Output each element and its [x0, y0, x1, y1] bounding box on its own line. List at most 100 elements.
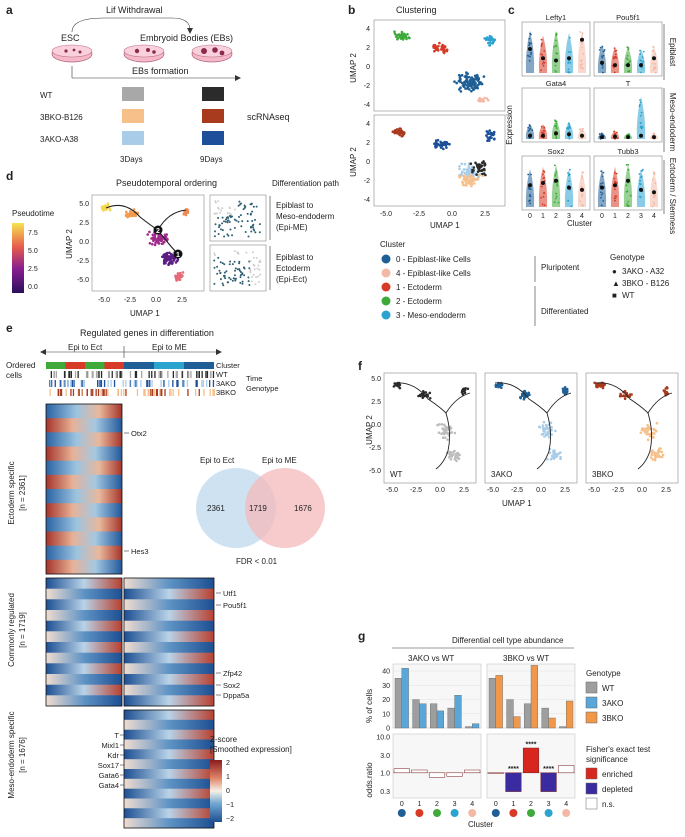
- genotype-umap-xtick: 2.5: [560, 487, 570, 494]
- violin-point: [555, 136, 558, 138]
- violin-point: [639, 101, 642, 104]
- pseudotime-point: [172, 259, 176, 262]
- pseudotime-point: [151, 242, 154, 246]
- genotype-umap-point: [428, 391, 432, 395]
- path-point: [227, 219, 230, 222]
- gene-label-right: Hes3: [131, 547, 149, 556]
- cluster-track-segment: [184, 362, 214, 369]
- path1-line3: (Epi-ME): [276, 223, 308, 232]
- violin-shape: [597, 44, 607, 73]
- umap-cluster-point: [406, 33, 409, 36]
- path-point: [217, 233, 220, 235]
- path-point: [233, 250, 236, 252]
- heatmap-row: [124, 710, 214, 721]
- path-point: [214, 254, 216, 257]
- path-point: [232, 277, 235, 280]
- genotype-umap-xtick: 0.0: [536, 487, 546, 494]
- genotype-umap-point: [563, 386, 567, 389]
- heatmap-row: [124, 769, 214, 780]
- violin-median: [613, 134, 617, 139]
- violin-point: [626, 46, 629, 49]
- odds-ratio-bar: [540, 772, 557, 792]
- path-point: [217, 207, 220, 210]
- genotype-umap-xtick: 2.5: [459, 487, 469, 494]
- facet-3ako-label: 3AKO vs WT: [408, 654, 454, 663]
- genotype-track-tick: [133, 380, 135, 387]
- umap-genotype-point: [458, 165, 461, 168]
- percent-ytick: 10: [382, 711, 390, 718]
- violin-point: [639, 179, 641, 182]
- violin-gene-title: Pou5f1: [616, 13, 640, 22]
- genotype-track-tick: [129, 380, 132, 387]
- violin-point: [653, 171, 655, 174]
- genotype-track-tick: [209, 380, 211, 387]
- cluster-legend-label: 4 - Epiblast-like Cells: [396, 269, 471, 278]
- genotype-umap-ylabel: UMAP 2: [365, 415, 374, 445]
- node-2-label: 2: [156, 228, 160, 235]
- path1-line1: Epiblast to: [276, 201, 314, 210]
- violin-point: [542, 64, 545, 67]
- gene-label-right: Zfp42: [223, 669, 242, 678]
- genotype-umap-point: [443, 436, 447, 439]
- genotype-track-tick: [49, 389, 51, 396]
- path-point: [236, 251, 239, 254]
- violin-point: [542, 173, 544, 176]
- genotype-umap-panels: WT -5.0 -2.5 0.0 2.5 5.0 2.5 0.0 -2.5 -5.0 3AKO -5.…: [369, 372, 679, 494]
- violin-point: [542, 195, 545, 198]
- violin-cluster-tick: 4: [652, 213, 656, 220]
- umap-genotype-point: [462, 168, 466, 171]
- cluster-track-segment: [46, 362, 66, 369]
- genotype-umap-point: [549, 457, 553, 461]
- violin-point: [543, 192, 545, 195]
- path-point: [229, 278, 232, 281]
- genotype-umap-xtick: -5.0: [588, 487, 600, 494]
- heatmap-block-frame: [123, 577, 215, 707]
- path-point: [214, 201, 217, 204]
- violin-point: [527, 126, 530, 129]
- violin-point: [528, 55, 531, 58]
- genotype-umap-point: [440, 432, 443, 436]
- genotype-umap-point: [454, 453, 458, 456]
- path-point: [220, 209, 222, 212]
- violin-shape: [564, 121, 574, 139]
- umap-genotype-point: [435, 144, 438, 147]
- fisher-title-line1: Fisher's exact test: [586, 745, 651, 754]
- genotype-umap-point: [449, 431, 453, 435]
- violin-point: [581, 63, 583, 66]
- violin-point: [543, 180, 546, 182]
- violin-point: [579, 64, 582, 66]
- violin-point: [555, 52, 558, 54]
- genotype-track-tick: [160, 380, 162, 387]
- path-point: [241, 272, 244, 275]
- violin-point: [639, 49, 641, 52]
- path-point: [219, 278, 222, 281]
- violin-panel-frame: [521, 87, 591, 143]
- section1-title: Ectoderm specific: [7, 461, 16, 524]
- genotype-track-tick: [125, 389, 127, 396]
- heatmap-row: [46, 642, 122, 654]
- genotype-track-tick: [141, 371, 143, 378]
- genotype-umap-point: [466, 387, 470, 391]
- genotype-legend-symbol: ■: [612, 291, 617, 300]
- heatmap-row: [124, 610, 214, 622]
- section2-count: [n = 1719]: [18, 612, 27, 648]
- heatmap-row: [124, 808, 214, 819]
- path-point: [223, 263, 226, 266]
- path-point: [241, 220, 244, 223]
- day9-sample-box: [202, 87, 224, 101]
- genotype-track-tick: [147, 380, 149, 387]
- path-point: [221, 262, 224, 265]
- umap-genotype-point: [461, 180, 464, 184]
- genotype-umap-point: [396, 383, 399, 387]
- genotype-track-tick: [196, 371, 198, 378]
- violin-cluster-tick: 2: [554, 213, 558, 220]
- umap-cluster-point: [458, 76, 462, 80]
- path-point: [216, 212, 218, 215]
- violin-shape: [577, 30, 587, 74]
- odds-ratio-ytick: 3.0: [380, 753, 390, 760]
- violin-point: [581, 203, 584, 206]
- violin-point: [639, 103, 641, 106]
- percent-ytick: 40: [382, 669, 390, 676]
- genotype-umap-point: [595, 385, 598, 388]
- genotype-track-tick: [80, 380, 82, 387]
